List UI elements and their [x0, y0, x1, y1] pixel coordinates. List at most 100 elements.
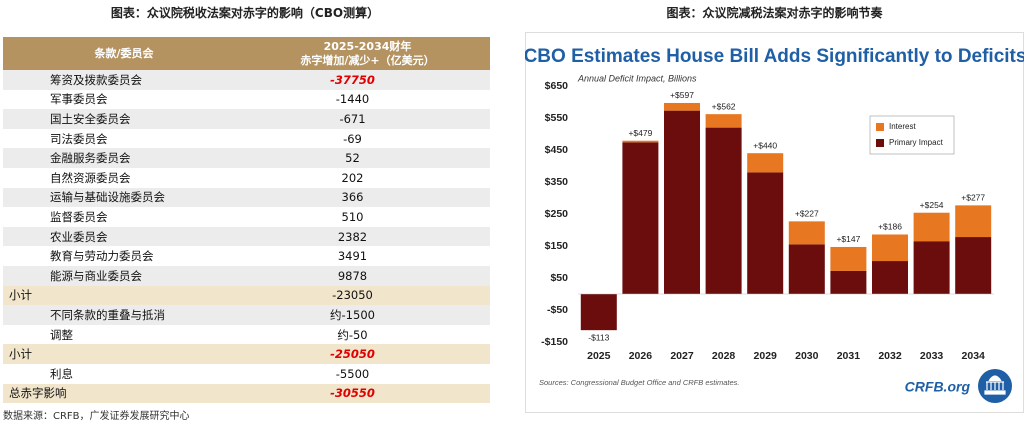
- value-cell: 约-50: [337, 327, 368, 342]
- value-cell: 366: [245, 187, 490, 208]
- legend-box: [869, 115, 955, 155]
- x-tick-label: 2027: [670, 350, 694, 362]
- bar-segment: [747, 172, 784, 294]
- table-row: 利息 -5500: [3, 364, 490, 384]
- label-cell: 运输与基础设施委员会: [3, 187, 245, 208]
- bar-segment: [664, 110, 700, 294]
- table-row: 司法委员会 -69: [3, 129, 490, 149]
- value-cell: 3491: [337, 249, 368, 264]
- x-tick-label: 2025: [587, 350, 611, 362]
- value-cell: 约-1500: [245, 305, 490, 325]
- table-row: 运输与基础设施委员会 366: [3, 187, 490, 208]
- x-tick-label: 2026: [629, 350, 653, 362]
- header-text: 2025-2034财年: [323, 39, 412, 53]
- chart-subtitle: Annual Deficit Impact, Billions: [577, 73, 697, 83]
- y-tick-label: $550: [545, 112, 569, 124]
- bar-segment: [664, 102, 700, 111]
- value-cell: -69: [343, 131, 362, 146]
- total-label: +$562: [712, 101, 736, 111]
- bar-segment: [580, 294, 617, 331]
- total-label: +$277: [961, 193, 985, 203]
- x-tick-label: 2034: [962, 350, 986, 362]
- x-tick-label: 2032: [878, 350, 902, 362]
- chart-source: Sources: Congressional Budget Office and…: [539, 378, 740, 387]
- y-tick-label: $450: [545, 144, 569, 156]
- header-text: 赤字增加/减少+（亿美元）: [300, 53, 435, 67]
- label-cell: 教育与劳动力委员会: [50, 249, 154, 264]
- source-note: 数据来源：CRFB，广发证券发展研究中心: [3, 411, 190, 422]
- committee-table: 条款/委员会 2025-2034财年 赤字增加/减少+（亿美元） 筹资及拨款委员会…: [3, 37, 490, 404]
- bar-segment: [705, 114, 742, 128]
- bar-segment: [788, 221, 825, 245]
- table-row: 金融服务委员会 52: [3, 148, 490, 168]
- x-tick-label: 2030: [795, 350, 819, 362]
- logo-icon: [984, 375, 1006, 395]
- table-row: 筹资及拨款委员会 -37750: [3, 70, 490, 90]
- bar-segment: [747, 153, 784, 173]
- bar-segment: [872, 234, 908, 262]
- x-tick-label: 2033: [920, 350, 944, 362]
- bar-segment: [913, 212, 950, 242]
- value-cell: 52: [245, 148, 490, 168]
- table-row: 不同条款的重叠与抵消 约-1500: [3, 305, 490, 325]
- y-tick-label: $650: [545, 80, 569, 92]
- label-cell: 调整: [50, 327, 73, 342]
- bar-segment: [788, 244, 825, 294]
- chart-panel-title: 图表：众议院减税法案对赤字的影响节奏: [666, 6, 883, 20]
- value-cell: 9878: [245, 265, 490, 286]
- y-tick-label: -$150: [541, 336, 568, 348]
- value-cell: -671: [245, 109, 490, 129]
- label-cell: 不同条款的重叠与抵消: [3, 305, 245, 325]
- bar-segment: [955, 205, 992, 238]
- legend-swatch: [876, 139, 884, 147]
- header-cell: 2025-2034财年 赤字增加/减少+（亿美元）: [245, 37, 490, 70]
- table-row: 调整 约-50: [3, 325, 490, 345]
- table-row: 自然资源委员会 202: [3, 168, 490, 188]
- table-row: 教育与劳动力委员会 3491: [3, 246, 490, 266]
- table-panel-title: 图表：众议院税收法案对赤字的影响（CBO测算）: [110, 6, 380, 20]
- table-row: 小计 -23050: [3, 285, 490, 306]
- bar-segment: [705, 127, 742, 294]
- legend-swatch: [876, 123, 884, 131]
- chart-title: CBO Estimates House Bill Adds Significan…: [525, 46, 1024, 67]
- y-tick-label: $50: [550, 272, 568, 284]
- total-label: +$440: [753, 140, 777, 150]
- label-cell: 监督委员会: [50, 209, 108, 224]
- table-row: 小计 -25050: [3, 344, 490, 364]
- total-label: +$597: [670, 90, 694, 100]
- label-cell: 自然资源委员会: [50, 170, 131, 185]
- legend-label: Interest: [889, 122, 916, 131]
- label-cell: 小计: [3, 285, 245, 306]
- label-cell: 司法委员会: [50, 131, 108, 146]
- x-tick-label: 2029: [754, 350, 778, 362]
- table-row: 能源与商业委员会 9878: [3, 265, 490, 286]
- y-tick-label: $350: [545, 176, 569, 188]
- chart: CBO Estimates House Bill Adds Significan…: [525, 32, 1024, 413]
- table-row: 监督委员会 510: [3, 207, 490, 227]
- value-cell: -37750: [245, 70, 490, 90]
- table-row: 农业委员会 2382: [3, 226, 490, 247]
- bar-segment: [955, 237, 992, 294]
- bar-segment: [622, 142, 659, 294]
- legend-label: Primary Impact: [889, 138, 944, 147]
- total-label: +$147: [836, 234, 860, 244]
- y-tick-label: $150: [545, 240, 569, 252]
- label-cell: 能源与商业委员会: [3, 265, 245, 286]
- value-cell: 2382: [245, 226, 490, 247]
- table-row: 军事委员会 -1440: [3, 90, 490, 110]
- total-label: +$227: [795, 209, 819, 219]
- value-cell: -1440: [335, 92, 370, 107]
- value-cell: -25050: [245, 344, 490, 364]
- label-cell: 军事委员会: [50, 92, 108, 107]
- bar-segment: [622, 140, 659, 143]
- value-cell: -23050: [245, 285, 490, 306]
- bar-segment: [830, 246, 867, 271]
- table-header: 条款/委员会 2025-2034财年 赤字增加/减少+（亿美元）: [3, 37, 490, 70]
- label-cell: 金融服务委员会: [3, 148, 245, 168]
- y-tick-label: -$50: [547, 304, 568, 316]
- total-label: +$186: [878, 222, 902, 232]
- total-label: -$113: [588, 332, 609, 342]
- logo: CRFB.org: [905, 379, 971, 395]
- value-cell: 510: [341, 209, 364, 224]
